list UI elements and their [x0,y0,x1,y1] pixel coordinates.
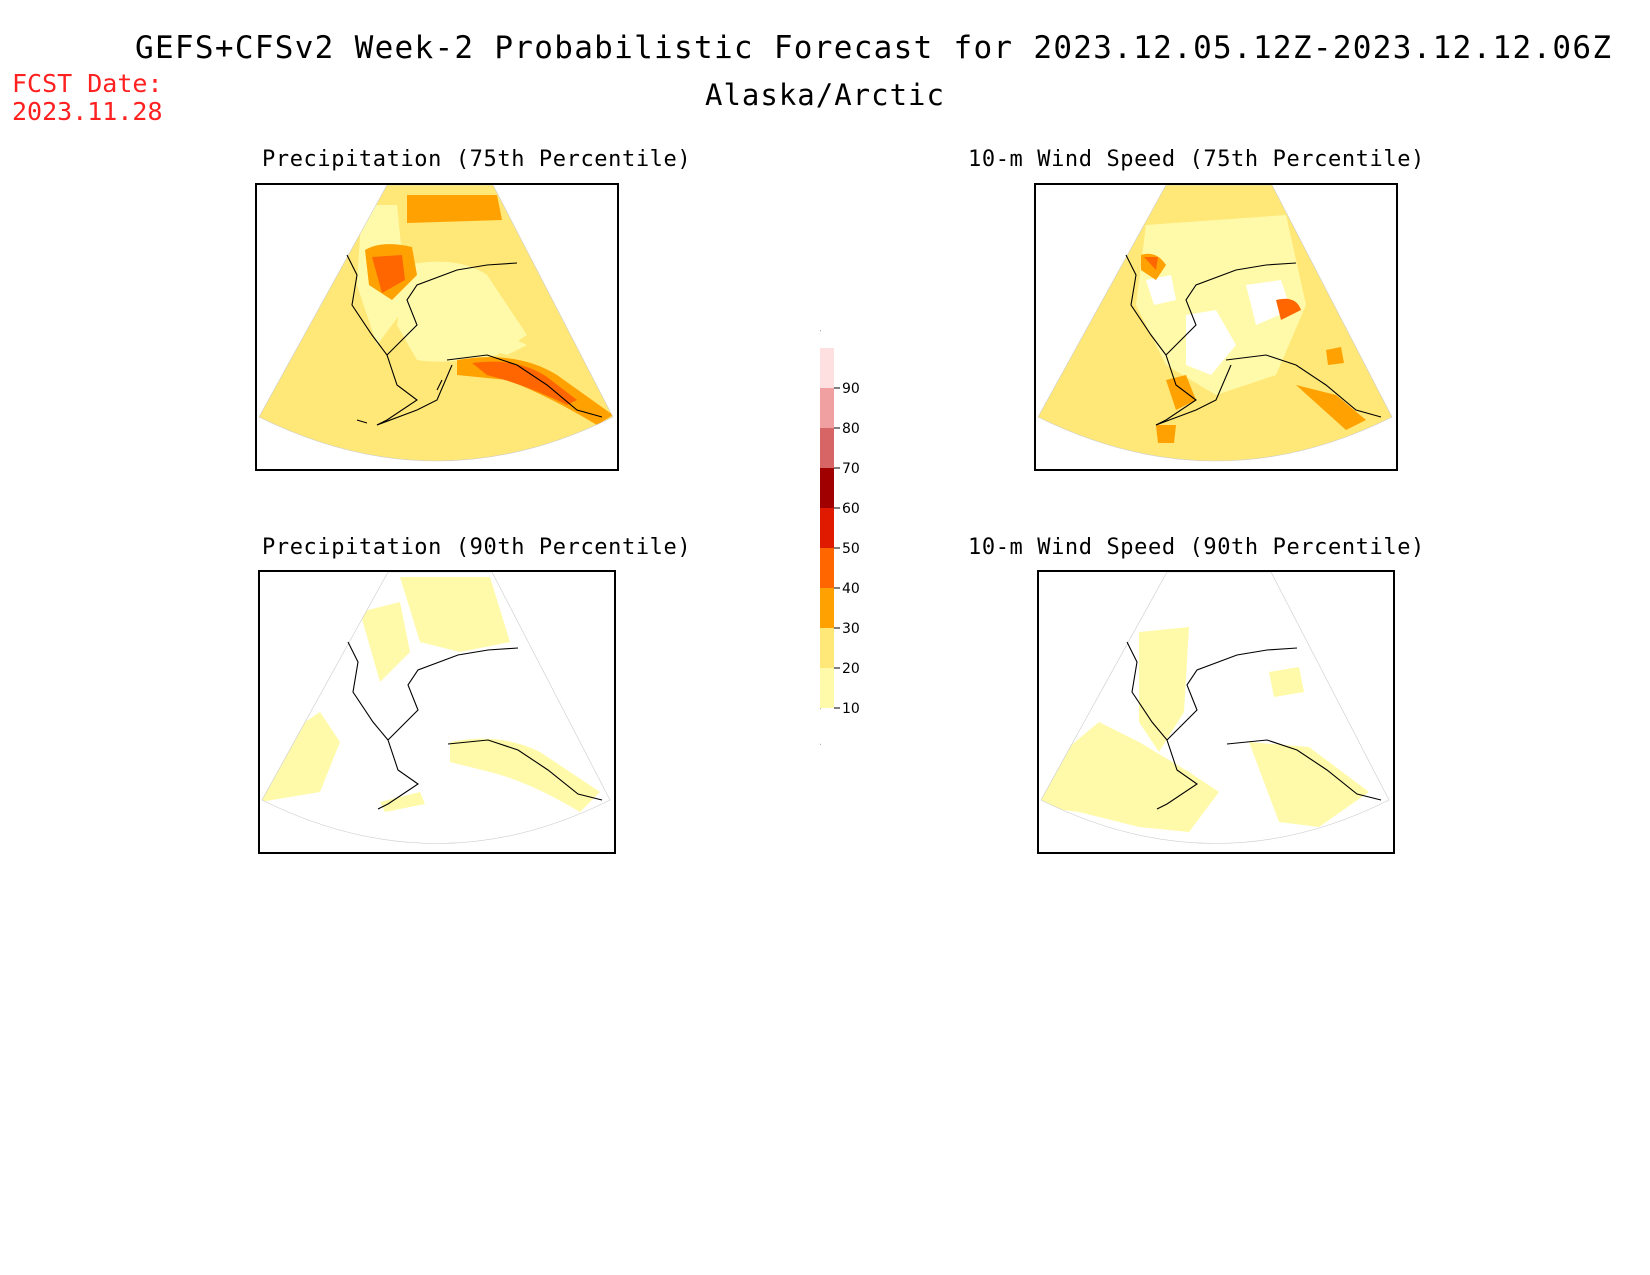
fcst-date-label: FCST Date: [12,69,163,98]
panel-title-precip90: Precipitation (90th Percentile) [262,535,692,560]
fcst-date-value: 2023.11.28 [12,97,163,126]
colorbar-segment [820,668,834,708]
map-wind90-svg [1040,572,1390,844]
colorbar-segment [820,628,834,668]
map-panel-wind90 [1037,570,1395,854]
colorbar-segment [820,508,834,548]
colorbar-label: 10 [842,701,860,717]
map-wind75-svg [1037,185,1393,462]
colorbar-segment [820,588,834,628]
colorbar-segment [820,468,834,508]
colorbar-label: 80 [842,421,860,437]
panel-title-wind90: 10-m Wind Speed (90th Percentile) [968,535,1425,560]
panel-title-wind75: 10-m Wind Speed (75th Percentile) [968,147,1425,172]
colorbar-label: 30 [842,621,860,637]
colorbar-label: 50 [842,541,860,557]
forecast-date-block: FCST Date: 2023.11.28 [12,70,163,126]
panel-title-precip75: Precipitation (75th Percentile) [262,147,692,172]
map-precip75-svg [258,185,614,462]
map-panel-wind75 [1034,183,1398,471]
region-subtitle: Alaska/Arctic [705,78,945,112]
map-panel-precip75 [255,183,619,471]
colorbar-segment [820,428,834,468]
colorbar-segment [820,388,834,428]
colorbar-segment [820,548,834,588]
colorbar-svg: 10 20 30 40 50 60 70 80 90 [816,329,860,746]
main-title: GEFS+CFSv2 Week-2 Probabilistic Forecast… [135,30,1613,66]
colorbar-label: 70 [842,461,860,477]
colorbar-label: 90 [842,381,860,397]
map-precip90-svg [261,572,611,844]
colorbar-label: 60 [842,501,860,517]
colorbar: 10 20 30 40 50 60 70 80 90 [816,329,900,754]
map-panel-precip90 [258,570,616,854]
colorbar-label: 40 [842,581,860,597]
colorbar-label: 20 [842,661,860,677]
colorbar-segment [820,348,834,388]
